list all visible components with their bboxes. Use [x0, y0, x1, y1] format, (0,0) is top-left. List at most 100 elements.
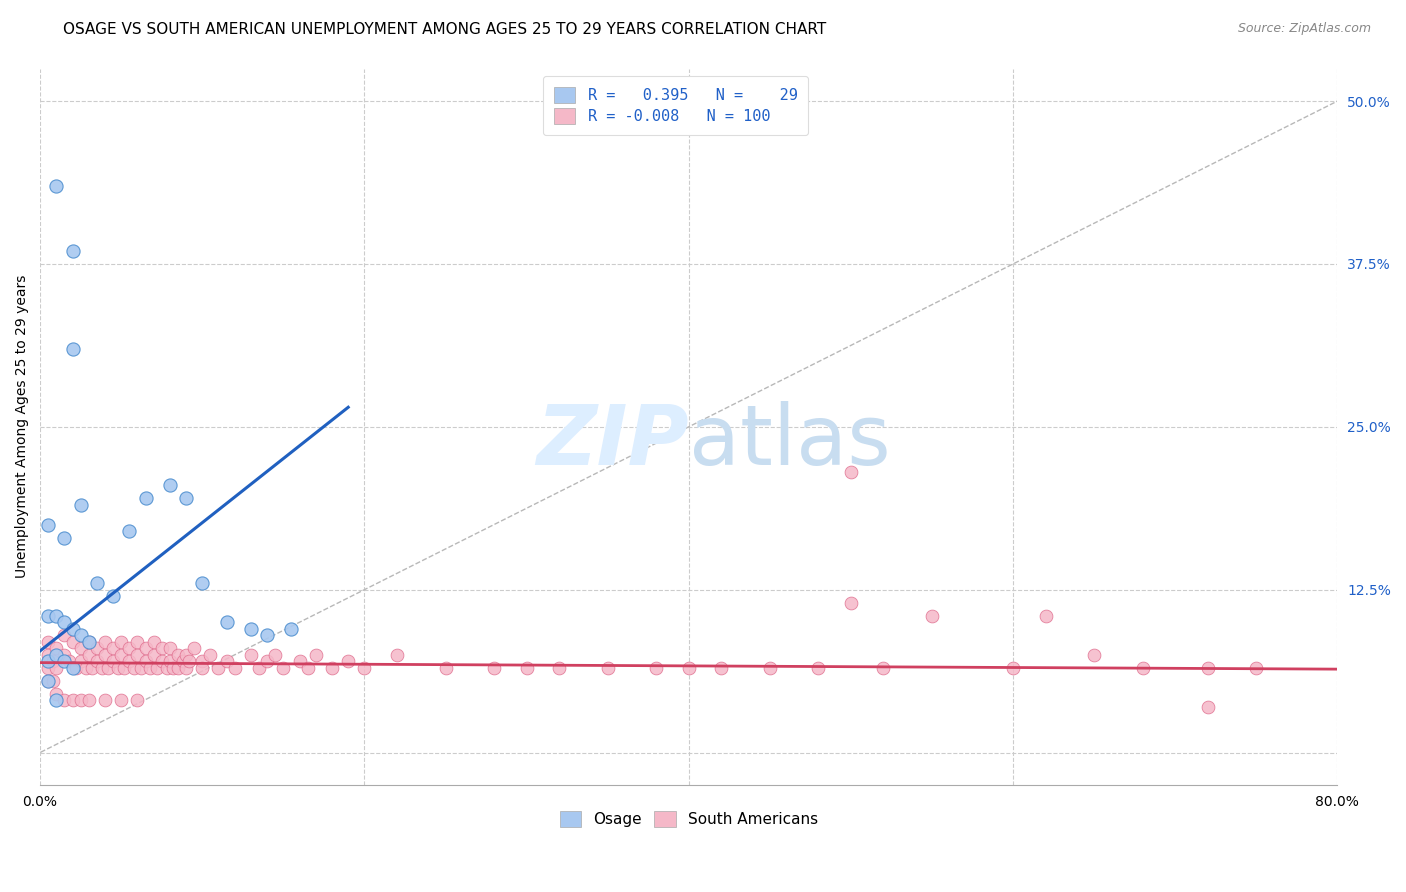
- Point: [90, 661, 112, 675]
- Point: [142, 648, 165, 662]
- Point: [62, 693, 84, 707]
- Point: [872, 661, 894, 675]
- Point: [69, 498, 91, 512]
- Point: [69, 693, 91, 707]
- Point: [596, 661, 619, 675]
- Point: [273, 661, 295, 675]
- Point: [77, 634, 100, 648]
- Point: [94, 634, 117, 648]
- Point: [65, 661, 87, 675]
- Point: [839, 466, 862, 480]
- Point: [118, 524, 141, 538]
- Point: [110, 634, 132, 648]
- Point: [385, 648, 408, 662]
- Point: [107, 661, 129, 675]
- Point: [53, 648, 76, 662]
- Point: [1197, 661, 1219, 675]
- Point: [247, 661, 270, 675]
- Point: [807, 661, 830, 675]
- Point: [337, 654, 360, 668]
- Point: [174, 648, 197, 662]
- Point: [162, 661, 184, 675]
- Point: [45, 687, 67, 701]
- Point: [69, 628, 91, 642]
- Point: [146, 661, 169, 675]
- Point: [118, 641, 141, 656]
- Point: [37, 661, 59, 675]
- Point: [134, 641, 156, 656]
- Point: [62, 342, 84, 356]
- Point: [434, 661, 457, 675]
- Point: [183, 641, 205, 656]
- Point: [150, 654, 173, 668]
- Point: [53, 693, 76, 707]
- Point: [77, 634, 100, 648]
- Point: [155, 661, 177, 675]
- Point: [134, 654, 156, 668]
- Point: [37, 654, 59, 668]
- Text: Source: ZipAtlas.com: Source: ZipAtlas.com: [1237, 22, 1371, 36]
- Point: [114, 661, 136, 675]
- Point: [62, 634, 84, 648]
- Text: atlas: atlas: [689, 401, 890, 482]
- Point: [1132, 661, 1154, 675]
- Point: [1035, 608, 1057, 623]
- Point: [110, 693, 132, 707]
- Point: [482, 661, 505, 675]
- Point: [353, 661, 375, 675]
- Point: [150, 641, 173, 656]
- Point: [215, 654, 238, 668]
- Point: [174, 661, 197, 675]
- Point: [122, 661, 145, 675]
- Point: [215, 615, 238, 630]
- Point: [101, 641, 124, 656]
- Point: [80, 661, 103, 675]
- Point: [42, 654, 65, 668]
- Point: [45, 661, 67, 675]
- Point: [645, 661, 668, 675]
- Point: [174, 491, 197, 506]
- Point: [321, 661, 343, 675]
- Point: [97, 661, 120, 675]
- Point: [94, 648, 117, 662]
- Point: [224, 661, 246, 675]
- Point: [53, 531, 76, 545]
- Point: [86, 654, 108, 668]
- Point: [101, 654, 124, 668]
- Point: [191, 576, 214, 591]
- Point: [1246, 661, 1268, 675]
- Point: [159, 654, 181, 668]
- Point: [62, 661, 84, 675]
- Point: [37, 673, 59, 688]
- Text: ZIP: ZIP: [536, 401, 689, 482]
- Point: [159, 641, 181, 656]
- Point: [110, 648, 132, 662]
- Point: [53, 628, 76, 642]
- Point: [921, 608, 943, 623]
- Point: [118, 654, 141, 668]
- Point: [1197, 700, 1219, 714]
- Point: [42, 673, 65, 688]
- Point: [264, 648, 287, 662]
- Point: [129, 661, 152, 675]
- Legend: Osage, South Americans: Osage, South Americans: [553, 804, 825, 835]
- Point: [548, 661, 571, 675]
- Point: [69, 654, 91, 668]
- Point: [77, 648, 100, 662]
- Point: [200, 648, 222, 662]
- Point: [239, 622, 262, 636]
- Point: [239, 648, 262, 662]
- Point: [53, 654, 76, 668]
- Text: OSAGE VS SOUTH AMERICAN UNEMPLOYMENT AMONG AGES 25 TO 29 YEARS CORRELATION CHART: OSAGE VS SOUTH AMERICAN UNEMPLOYMENT AMO…: [63, 22, 827, 37]
- Point: [37, 634, 59, 648]
- Point: [142, 634, 165, 648]
- Point: [256, 628, 278, 642]
- Point: [305, 648, 328, 662]
- Point: [45, 608, 67, 623]
- Point: [280, 622, 302, 636]
- Point: [191, 661, 214, 675]
- Point: [1083, 648, 1105, 662]
- Point: [75, 661, 97, 675]
- Point: [710, 661, 733, 675]
- Point: [45, 178, 67, 193]
